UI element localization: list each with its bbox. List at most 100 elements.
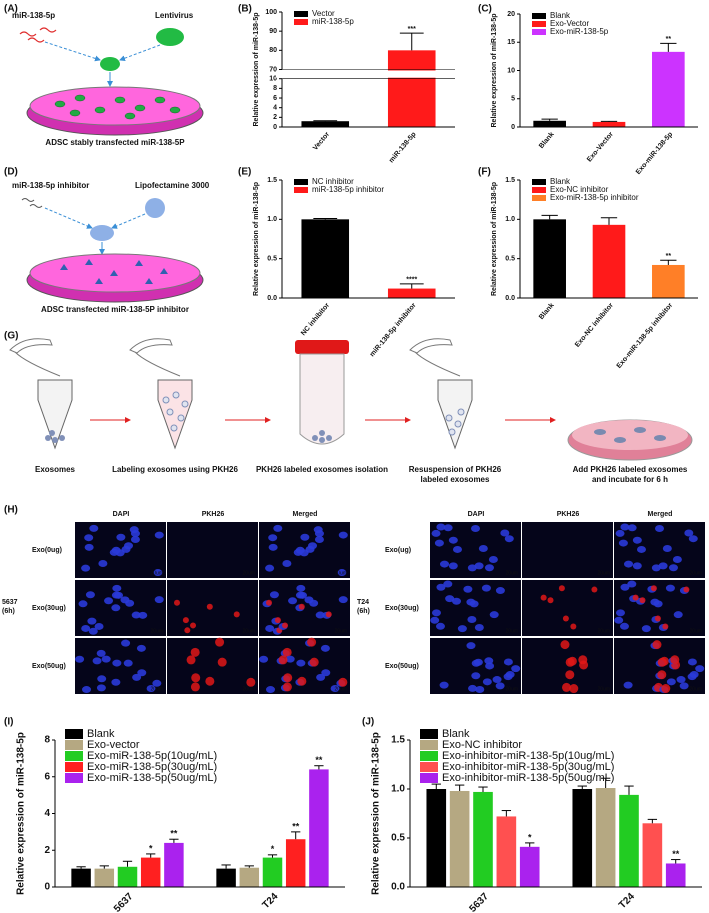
- bar: [387, 288, 436, 298]
- nucleus: [482, 678, 492, 686]
- legend-swatch: [532, 13, 546, 19]
- nucleus: [484, 657, 494, 665]
- column-header: PKH26: [202, 511, 225, 518]
- legend-label: Exo-Vector: [550, 19, 589, 28]
- nucleus: [457, 625, 467, 633]
- nucleus: [89, 524, 99, 532]
- y-tick-label: 1.5: [391, 735, 405, 746]
- error-bar: [624, 785, 634, 795]
- x-tick-label: 5637: [112, 891, 136, 913]
- scale-label: 20um: [150, 570, 163, 576]
- caption: ADSC transfected miR-138-5P inhibitor: [41, 305, 189, 314]
- y-tick-label: 4: [44, 808, 50, 819]
- nucleus: [132, 673, 142, 681]
- column-header: DAPI: [113, 511, 130, 518]
- nucleus: [314, 535, 324, 543]
- exosome-signal: [190, 647, 200, 657]
- nucleus: [101, 655, 111, 663]
- exosome-signal: [191, 673, 201, 683]
- step-label: labeled exosomes: [421, 475, 490, 484]
- scale-label: 20um: [597, 570, 610, 576]
- legend-swatch: [294, 179, 308, 185]
- nucleus: [495, 587, 505, 595]
- scale-label: 20um: [242, 686, 255, 692]
- nucleus: [632, 562, 642, 570]
- exosome-signal: [562, 615, 569, 622]
- error-bar: [671, 859, 681, 864]
- scale-label: 20um: [597, 686, 610, 692]
- panel-label: (F): [478, 167, 491, 178]
- bar: [426, 789, 447, 887]
- y-tick-label: 6: [273, 95, 277, 102]
- nucleus: [470, 524, 480, 532]
- exosome-signal: [565, 657, 575, 667]
- nucleus: [452, 597, 462, 605]
- nucleus: [130, 535, 140, 543]
- exosome-signal: [662, 623, 669, 630]
- nucleus: [662, 545, 672, 553]
- y-tick-label: 0: [44, 882, 50, 893]
- nucleus: [114, 591, 124, 599]
- nucleus: [112, 659, 122, 667]
- y-axis-title: Relative expression of miR-138-5p: [253, 13, 260, 127]
- column-header: Merged: [293, 511, 318, 518]
- nucleus: [273, 524, 283, 532]
- step-label: PKH26 labeled exosomes isolation: [256, 465, 388, 474]
- significance: *: [528, 832, 532, 842]
- exosome-signal: [569, 684, 579, 694]
- nucleus: [112, 584, 122, 592]
- legend-swatch: [420, 751, 438, 761]
- y-tick-label: 10: [507, 67, 515, 74]
- nucleus: [466, 642, 476, 650]
- exosome-signal: [298, 603, 305, 610]
- nucleus: [96, 649, 106, 657]
- scale-label: 20um: [150, 628, 163, 634]
- y-axis-title: Relative expression of miR-138-5p: [491, 14, 498, 128]
- error-bar: [478, 786, 488, 792]
- nucleus: [615, 609, 625, 617]
- error-bar: [541, 118, 558, 121]
- nucleus: [641, 625, 651, 633]
- micrograph: [522, 580, 613, 636]
- exosome-signal: [174, 599, 181, 606]
- error-bar: [600, 217, 618, 225]
- bar: [595, 788, 616, 887]
- nucleus: [285, 655, 295, 663]
- error-bar: [600, 120, 618, 122]
- panel-a: (A) miR-138-5p Lentivirus ADSC stably tr…: [4, 4, 204, 147]
- step-label: Resuspension of PKH26: [409, 465, 502, 474]
- scale-label: 20um: [689, 686, 702, 692]
- legend-swatch: [420, 773, 438, 783]
- exosome-signal: [632, 594, 639, 601]
- legend-swatch: [65, 773, 83, 783]
- nucleus: [337, 569, 347, 577]
- bar: [665, 863, 686, 887]
- nucleus: [309, 599, 319, 607]
- bar: [642, 823, 663, 887]
- bar: [71, 868, 91, 887]
- y-tick-label: 0.5: [391, 833, 405, 844]
- exosome-signal: [282, 622, 289, 629]
- nucleus: [632, 536, 642, 544]
- row-label: Exo(0ug): [32, 547, 62, 554]
- nucleus: [320, 644, 330, 652]
- nucleus: [298, 591, 308, 599]
- y-tick-label: 80: [269, 47, 277, 54]
- exosome-signal: [654, 615, 661, 622]
- bar: [473, 791, 493, 887]
- error-bar: [76, 866, 86, 869]
- legend-swatch: [532, 187, 546, 193]
- legend-swatch: [420, 762, 438, 772]
- row-label: Exo(50ug): [32, 663, 66, 670]
- bar: [592, 121, 626, 127]
- significance: *: [149, 843, 153, 853]
- nucleus: [81, 624, 91, 632]
- caption: ADSC stably transfected miR-138-5P: [45, 138, 185, 147]
- nucleus: [488, 555, 498, 563]
- nucleus: [448, 562, 458, 570]
- nucleus: [445, 595, 455, 603]
- y-tick-label: 0.0: [505, 295, 515, 302]
- bar: [496, 816, 517, 887]
- exosome-signal: [182, 617, 189, 624]
- legend-swatch: [65, 762, 83, 772]
